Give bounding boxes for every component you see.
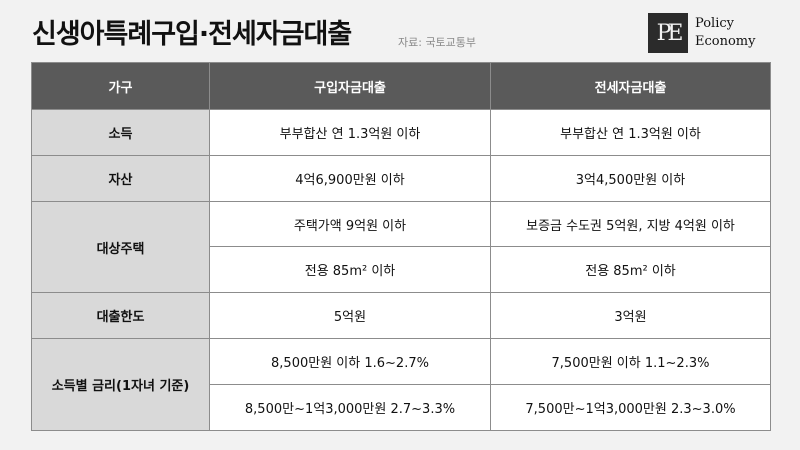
source-note: 자료: 국토교통부 [398, 36, 477, 49]
table-row-limit: 대출한도 5억원 3억원 [31, 292, 771, 339]
table-row-housing-1: 대상주택 주택가액 9억원 이하 보증금 수도권 5억원, 지방 4억원 이하 [31, 201, 771, 293]
housing-purchase-price: 주택가액 9억원 이하 [209, 201, 491, 247]
table-row-income: 소득 부부합산 연 1.3억원 이하 부부합산 연 1.3억원 이하 [31, 109, 771, 156]
assets-purchase: 4억6,900만원 이하 [209, 155, 491, 202]
rate-jeonse-tier-2: 7,500만~1억3,000만원 2.3~3.0% [490, 384, 771, 431]
income-jeonse: 부부합산 연 1.3억원 이하 [490, 109, 771, 156]
logo-line-1: Policy [695, 16, 734, 31]
row-label-limit: 대출한도 [31, 292, 210, 339]
row-label-housing: 대상주택 [31, 201, 210, 293]
row-label-rate: 소득별 금리(1자녀 기준) [31, 338, 210, 431]
housing-jeonse-deposit: 보증금 수도권 5억원, 지방 4억원 이하 [490, 201, 771, 247]
table-header-row: 가구 구입자금대출 전세자금대출 [31, 62, 771, 110]
header-purchase-loan: 구입자금대출 [209, 62, 491, 110]
page-title: 신생아특례구입·전세자금대출 [32, 19, 352, 50]
row-label-income: 소득 [31, 109, 210, 156]
table-row-rate-2: 8,500만~1억3,000만원 2.7~3.3% 7,500만~1억3,000… [32, 384, 771, 431]
limit-jeonse: 3억원 [490, 292, 771, 339]
rate-purchase-tier-2: 8,500만~1억3,000만원 2.7~3.3% [209, 384, 491, 431]
housing-jeonse-area: 전용 85m² 이하 [490, 246, 771, 293]
logo-line-2: Economy [695, 34, 756, 49]
assets-jeonse: 3억4,500만원 이하 [490, 155, 771, 202]
table-row-rate-1: 소득별 금리(1자녀 기준) 8,500만원 이하 1.6~2.7% 7,500… [31, 338, 771, 431]
income-purchase: 부부합산 연 1.3억원 이하 [209, 109, 491, 156]
row-label-assets: 자산 [31, 155, 210, 202]
rate-purchase-tier-1: 8,500만원 이하 1.6~2.7% [209, 338, 491, 385]
header-jeonse-loan: 전세자금대출 [490, 62, 771, 110]
housing-purchase-area: 전용 85m² 이하 [209, 246, 491, 293]
limit-purchase: 5억원 [209, 292, 491, 339]
logo-box [648, 13, 688, 53]
policy-economy-logo: PE Policy Economy [648, 13, 778, 53]
table-row-housing-2: 전용 85m² 이하 전용 85m² 이하 [32, 246, 771, 293]
logo-mark: PE [656, 20, 684, 46]
header-household: 가구 [31, 62, 210, 110]
logo-wordmark: Policy Economy [695, 15, 755, 51]
loan-comparison-table: 가구 구입자금대출 전세자금대출 소득 부부합산 연 1.3억원 이하 부부합산… [31, 62, 771, 431]
rate-jeonse-tier-1: 7,500만원 이하 1.1~2.3% [490, 338, 771, 385]
table-row-assets: 자산 4억6,900만원 이하 3억4,500만원 이하 [31, 155, 771, 202]
